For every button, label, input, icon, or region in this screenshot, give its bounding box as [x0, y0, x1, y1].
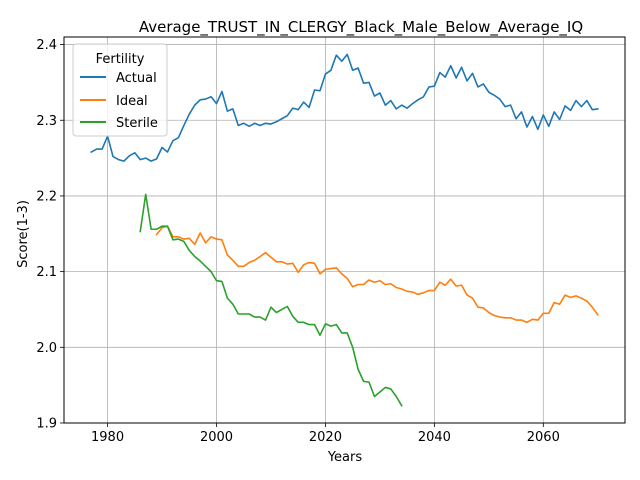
x-axis-label: Years [327, 450, 363, 465]
legend-label-actual: Actual [116, 71, 157, 86]
x-tick-label: 1980 [91, 430, 124, 445]
x-tick-label: 2060 [527, 430, 560, 445]
y-tick-label: 1.9 [36, 417, 57, 432]
series-line-sterile [139, 193, 403, 407]
series-line-actual [90, 53, 599, 162]
y-tick-label: 2.3 [36, 114, 57, 129]
y-tick-label: 2.4 [36, 38, 57, 53]
y-tick-label: 2.1 [36, 265, 57, 280]
legend-frame [72, 43, 168, 137]
series-line-ideal [155, 225, 599, 324]
x-tick-label: 2020 [309, 430, 342, 445]
legend: Fertility Actual Ideal Sterile [72, 43, 168, 137]
y-tick-label: 2.2 [36, 189, 57, 204]
x-tick-label: 2000 [200, 430, 233, 445]
series-lines [90, 53, 599, 407]
legend-title: Fertility [96, 52, 145, 67]
x-tick-label: 2040 [418, 430, 451, 445]
y-axis-label: Score(1-3) [16, 200, 31, 268]
legend-label-ideal: Ideal [116, 94, 148, 109]
y-tick-label: 2.0 [36, 341, 57, 356]
plot-frame [63, 36, 626, 424]
chart-title: Average_TRUST_IN_CLERGY_Black_Male_Below… [139, 18, 583, 37]
grid [64, 37, 625, 424]
legend-label-sterile: Sterile [116, 116, 158, 131]
axis-ticks: 1980 2000 2020 2040 2060 1.9 2.0 2.1 2.2 2.3 2.4 [36, 38, 560, 445]
